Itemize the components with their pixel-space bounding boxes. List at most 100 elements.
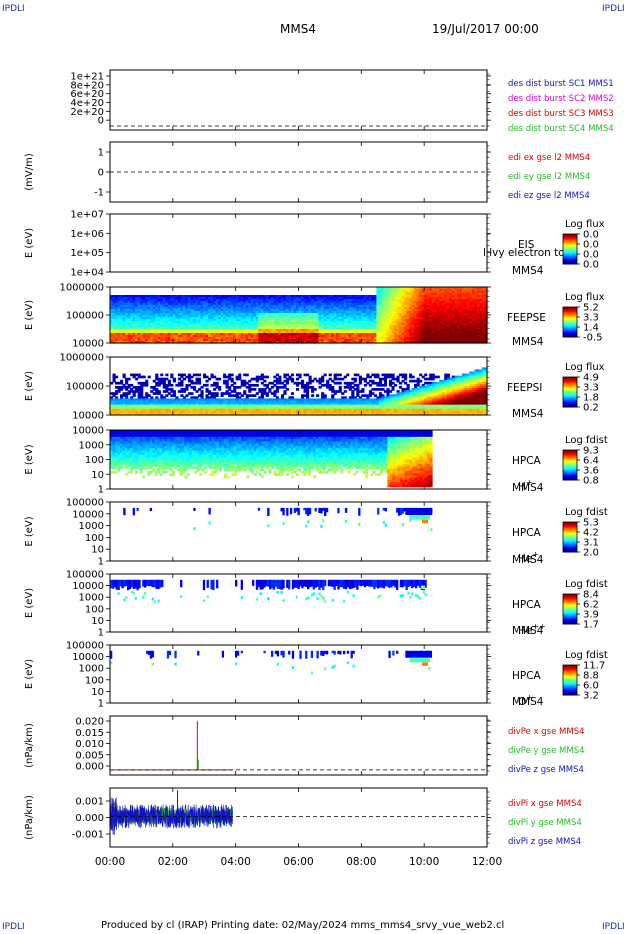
corner-label-bottom-left: IPDLI (2, 922, 25, 932)
colorbar-frame (562, 664, 578, 696)
y-tick-label: 1e+05 (70, 248, 104, 259)
colorbar-title: Log flux (565, 219, 605, 230)
colorbar-tick-label: 6.4 (583, 456, 599, 467)
feepsi-instrument-label: FEEPSI (507, 382, 542, 394)
y-tick-label: 1e+04 (70, 268, 104, 279)
colorbar-tick-label: 6.0 (583, 681, 599, 692)
legend-entry: edi ex gse l2 MMS4 (508, 153, 590, 163)
y-tick-label: 1 (98, 485, 104, 496)
y-tick-label: 1 (98, 557, 104, 568)
y-tick-label: 10 (91, 545, 104, 556)
colorbar-tick-label: 1.8 (583, 393, 599, 404)
colorbar-tick-label: 3.2 (583, 691, 599, 702)
y-tick-label: 0.020 (75, 717, 104, 728)
y-tick-label: 0 (98, 168, 104, 179)
divpi-series-z (109, 797, 233, 836)
y-tick-label: 10000 (72, 581, 104, 592)
y-tick-label: 1000 (79, 521, 104, 532)
des-dist-frame (109, 69, 488, 131)
y-tick-label: 0.010 (75, 739, 104, 750)
colorbar-frame (562, 306, 578, 338)
colorbar-title: Log flux (565, 362, 605, 373)
colorbar-frame (562, 593, 578, 625)
hpca-hepp-spectrogram (110, 579, 427, 604)
hpca-h-spectrogram (110, 430, 433, 488)
colorbar-frame (562, 449, 578, 481)
footer-credit: Produced by cl (IRAP) Printing date: 02/… (101, 920, 505, 931)
colorbar-tick-label: 2.0 (583, 548, 599, 559)
legend-entry: edi ey gse l2 MMS4 (508, 172, 590, 182)
eis-overlay-label: l lvy electron to (483, 247, 565, 259)
y-tick-label: -1 (94, 188, 104, 199)
legend-entry: edi ez gse l2 MMS4 (508, 191, 590, 201)
y-tick-label: 0.000 (75, 762, 104, 773)
legend-entry: divPi z gse MMS4 (508, 837, 581, 847)
colorbar-tick-label: 3.9 (583, 610, 599, 621)
colorbar-title: Log flux (565, 292, 605, 303)
y-tick-label: 10 (91, 470, 104, 481)
y-tick-label: 1000 (79, 664, 104, 675)
colorbar-tick-label: 11.7 (583, 661, 605, 672)
panel-feepsi: 1000000 100000 10000 E (eV) FEEPSI MMS4 Log fl… (24, 353, 605, 422)
colorbar-tick-label: 0.0 (583, 250, 599, 261)
y-tick-label: 100 (85, 455, 104, 466)
colorbar-tick-label: 0.0 (583, 230, 599, 241)
eis-spacecraft-label: MMS4 (512, 265, 544, 277)
hpca-he-ylabel: E (eV) (24, 516, 35, 546)
colorbar-tick-label: 1.7 (583, 620, 599, 631)
hpca-hepp-instrument-label: HPCA (512, 599, 542, 611)
colorbar-tick-label: 3.6 (583, 466, 599, 477)
colorbar-tick-label: 3.3 (583, 383, 599, 394)
y-tick-label: 10000 (72, 411, 104, 422)
colorbar-title: Log fdist (565, 579, 608, 590)
colorbar-tick-label: 4.2 (583, 528, 599, 539)
feepse-spectrogram (110, 287, 488, 344)
colorbar-tick-label: 4.9 (583, 373, 599, 384)
y-tick-label: 10 (91, 616, 104, 627)
feepsi-ylabel: E (eV) (24, 371, 35, 401)
y-tick-label: 1e+07 (70, 210, 104, 221)
divpe-frame (109, 715, 488, 776)
x-tick-label: 04:00 (221, 856, 251, 868)
feepse-ylabel: E (eV) (24, 300, 35, 330)
y-tick-label: 1000000 (59, 353, 104, 364)
y-tick-label: 1e+21 (70, 72, 104, 83)
colorbar-tick-label: -0.5 (583, 333, 603, 344)
legend-entry: des dist burst SC1 MMS1 (508, 79, 614, 89)
corner-label-top-right: IPDLI (602, 4, 625, 14)
y-tick-label: 10000 (72, 652, 104, 663)
feepsi-spectrogram (110, 367, 488, 416)
colorbar-tick-label: 3.3 (583, 313, 599, 324)
y-tick-label: 0.001 (75, 797, 104, 808)
hpca-o-instrument-label: HPCA (512, 670, 542, 682)
eis-instrument-label: EIS (518, 239, 535, 251)
x-tick-label: 00:00 (95, 856, 125, 868)
y-tick-label: 0.015 (75, 728, 104, 739)
y-tick-label: 1 (98, 628, 104, 639)
hpca-o-spectrogram (110, 650, 433, 675)
hpca-he-spectrogram (123, 507, 433, 532)
y-tick-label: 4e+20 (70, 98, 104, 109)
corner-label-bottom-right: IPDLI (602, 922, 625, 932)
panel-eis: 1e+07 1e+06 1e+05 1e+04 E (eV) EIS MMS4 l lvy e… (24, 210, 605, 279)
corner-label-top-left: IPDLI (2, 4, 25, 14)
y-tick-label: 6e+20 (70, 89, 104, 100)
hpca-he-spacecraft-label: MMS4 (512, 554, 544, 566)
x-tick-label: 10:00 (409, 856, 439, 868)
y-tick-label: 1000000 (59, 283, 104, 294)
hpca-h-spacecraft-label: MMS4 (512, 482, 544, 494)
divpe-ylabel: (nPa/km) (24, 723, 35, 768)
feepse-spacecraft-label: MMS4 (512, 336, 544, 348)
legend-entry: divPe x gse MMS4 (508, 727, 585, 737)
hpca-h-ylabel: E (eV) (24, 444, 35, 474)
colorbar-tick-label: 0.2 (583, 403, 599, 414)
colorbar-tick-label: 9.3 (583, 446, 599, 457)
feepsi-spacecraft-label: MMS4 (512, 408, 544, 420)
panel-edi-e: 1 0 -1 (mV/m) edi ex gse l2 MMS4 edi ey gse l… (24, 141, 590, 203)
